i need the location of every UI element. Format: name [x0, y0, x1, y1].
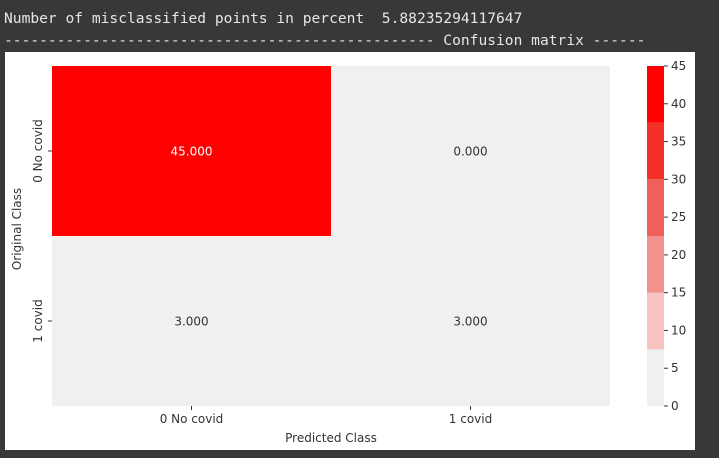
y-tick-label: 0 No covid [31, 119, 45, 183]
colorbar-tick-label: 40 [671, 97, 686, 111]
cell-value-label: 45.000 [171, 145, 213, 159]
cell-value-label: 3.000 [174, 315, 208, 329]
cell-value-label: 3.000 [453, 315, 487, 329]
colorbar-band [647, 122, 664, 180]
colorbar-band [647, 349, 664, 406]
x-axis-ticks: 0 No covid 1 covid [160, 406, 492, 426]
heatmap-cell [331, 66, 610, 236]
colorbar-tick-label: 35 [671, 135, 686, 149]
y-tick-label: 1 covid [31, 299, 45, 342]
heatmap-cells: 45.000 0.000 3.000 3.000 [52, 66, 610, 406]
confusion-matrix-divider: ----------------------------------------… [4, 32, 646, 49]
colorbar-band [647, 236, 664, 293]
misclassified-percent-line: Number of misclassified points in percen… [4, 10, 523, 27]
colorbar-tick-label: 45 [671, 59, 686, 73]
colorbar: 0 5 10 15 20 25 30 35 40 45 [647, 59, 686, 413]
x-tick-label: 1 covid [449, 412, 492, 426]
x-tick-label: 0 No covid [160, 412, 224, 426]
colorbar-band [647, 66, 664, 123]
colorbar-tick-label: 0 [671, 399, 679, 413]
y-axis-ticks: 0 No covid 1 covid [31, 119, 52, 343]
x-axis-label: Predicted Class [285, 431, 377, 445]
colorbar-tick-label: 10 [671, 323, 686, 337]
colorbar-band [647, 292, 664, 350]
cell-value-label: 0.000 [453, 145, 487, 159]
colorbar-tick-label: 20 [671, 248, 686, 262]
colorbar-tick-label: 30 [671, 172, 686, 186]
y-axis-label: Original Class [10, 188, 24, 270]
heatmap-cell [331, 236, 610, 406]
console-bottom-strip [0, 450, 719, 458]
colorbar-tick-label: 25 [671, 210, 686, 224]
heatmap-cell [52, 66, 331, 236]
colorbar-band [647, 179, 664, 236]
colorbar-tick-label: 15 [671, 286, 686, 300]
confusion-matrix-figure: 45.000 0.000 3.000 3.000 0 No covid 1 covid … [5, 52, 695, 450]
colorbar-tick-label: 5 [671, 361, 679, 375]
heatmap-cell [52, 236, 331, 406]
